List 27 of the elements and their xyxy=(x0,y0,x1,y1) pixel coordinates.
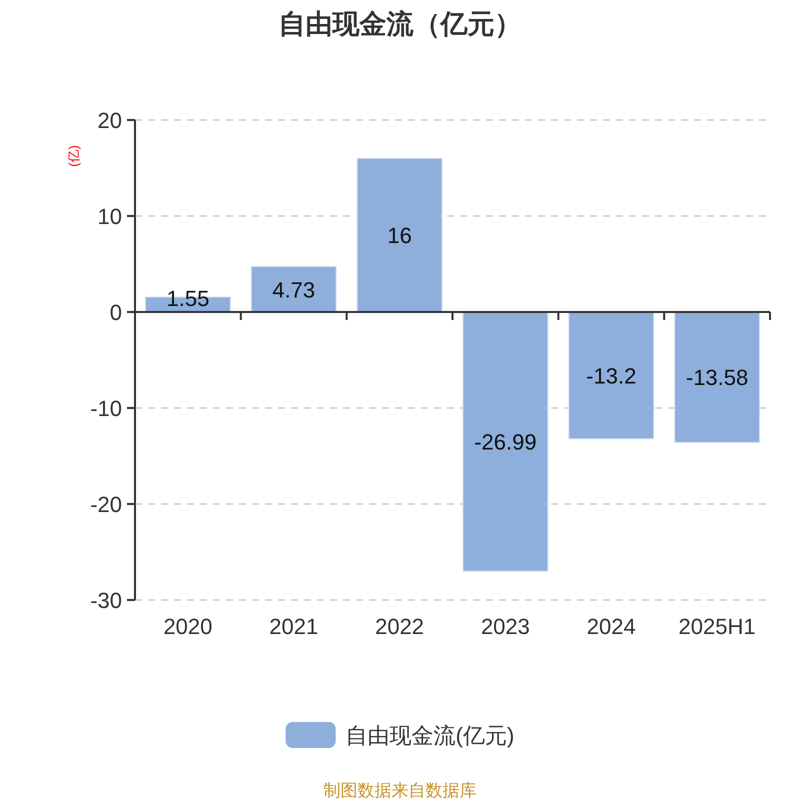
bar xyxy=(462,312,548,572)
legend: 自由现金流(亿元) xyxy=(286,722,514,748)
bar xyxy=(674,312,760,443)
x-tick-label: 2024 xyxy=(586,614,636,639)
x-tick-label: 2025H1 xyxy=(678,614,756,639)
text: 制图数据来自数据库 xyxy=(324,781,476,800)
x-tick-label: 2020 xyxy=(163,614,212,639)
data-label: 16 xyxy=(387,223,412,248)
y-tick-label: -20 xyxy=(90,492,122,517)
data-label: -13.2 xyxy=(586,363,636,388)
y-tick-label: 0 xyxy=(110,300,122,325)
data-label: -26.99 xyxy=(474,430,537,455)
x-tick-label: 2021 xyxy=(269,614,318,639)
bar xyxy=(568,312,654,440)
y-tick-label: -30 xyxy=(90,588,122,613)
legend-label: 自由现金流(亿元) xyxy=(346,723,514,748)
data-label: -13.58 xyxy=(686,365,748,390)
chart-title: 自由现金流（亿元） xyxy=(278,9,522,39)
bar xyxy=(356,158,442,312)
y-tick-label: 10 xyxy=(98,204,122,229)
x-tick-label: 2022 xyxy=(375,614,424,639)
bar xyxy=(250,266,337,312)
y-tick-label: 20 xyxy=(98,108,122,133)
data-label: 4.73 xyxy=(272,277,316,302)
x-tick-label: 2023 xyxy=(480,614,530,639)
y-tick-label: -10 xyxy=(90,396,122,421)
y-axis-title: (亿) xyxy=(66,145,81,167)
